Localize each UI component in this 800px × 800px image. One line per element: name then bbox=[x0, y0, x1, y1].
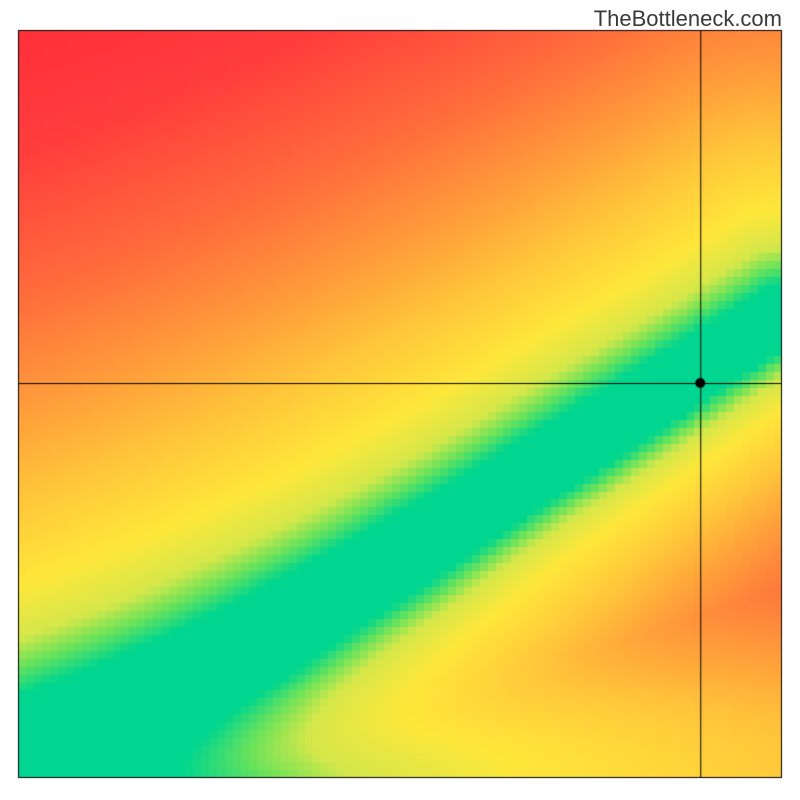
figure-container: TheBottleneck.com bbox=[0, 0, 800, 800]
watermark-text: TheBottleneck.com bbox=[594, 6, 782, 32]
heatmap-canvas bbox=[0, 0, 800, 800]
